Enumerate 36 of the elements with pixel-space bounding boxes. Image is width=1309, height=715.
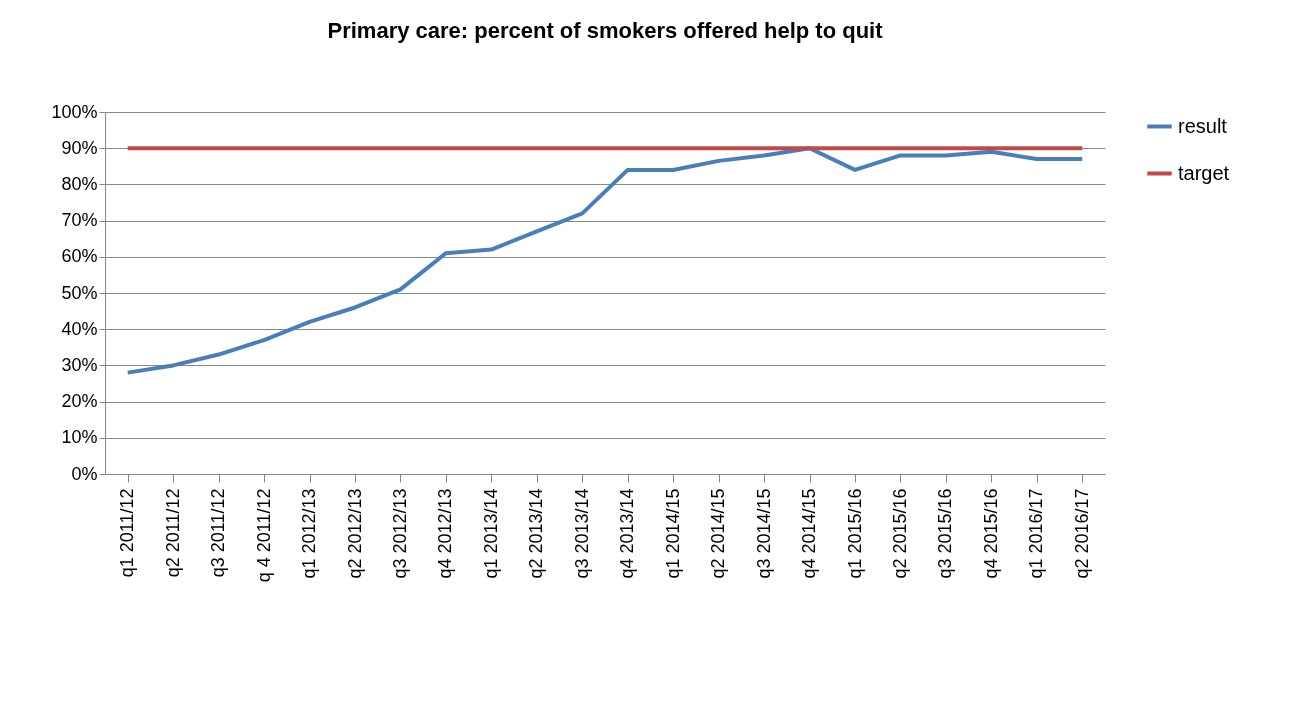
- legend-label: result: [1178, 114, 1228, 137]
- x-tick-label: q1 2016/17: [1026, 488, 1047, 579]
- legend-label: target: [1178, 161, 1230, 184]
- x-tick-label: q1 2011/12: [117, 488, 138, 578]
- x-tick-label: q3 2014/15: [753, 488, 774, 579]
- chart-title: Primary care: percent of smokers offered help to quit: [327, 18, 884, 43]
- y-tick-label: 40%: [61, 318, 98, 339]
- y-tick-label: 100%: [51, 101, 98, 122]
- y-tick-label: 0%: [71, 463, 98, 484]
- x-tick-label: q4 2015/16: [980, 488, 1001, 579]
- x-tick-label: q4 2012/13: [435, 488, 456, 579]
- y-tick-label: 50%: [61, 282, 98, 303]
- x-tick-label: q2 2012/13: [344, 488, 365, 579]
- y-tick-label: 60%: [61, 246, 98, 267]
- x-tick-label: q4 2014/15: [799, 488, 820, 579]
- x-tick-label: q3 2012/13: [389, 488, 410, 579]
- y-tick-label: 90%: [61, 137, 98, 158]
- x-tick-label: q3 2011/12: [208, 488, 229, 578]
- y-tick-label: 10%: [61, 427, 98, 448]
- x-tick-label: q4 2013/14: [617, 488, 638, 579]
- x-tick-label: q3 2013/14: [571, 488, 592, 579]
- x-tick-label: q 4 2011/12: [253, 488, 274, 583]
- x-tick-label: q2 2015/16: [889, 488, 910, 579]
- x-tick-label: q2 2013/14: [526, 488, 547, 579]
- x-tick-label: q1 2012/13: [299, 488, 320, 579]
- y-tick-label: 20%: [61, 391, 98, 412]
- y-tick-label: 80%: [61, 173, 98, 194]
- x-tick-label: q1 2013/14: [480, 488, 501, 579]
- x-tick-label: q2 2014/15: [708, 488, 729, 579]
- x-tick-label: q2 2016/17: [1071, 488, 1092, 579]
- x-tick-label: q3 2015/16: [935, 488, 956, 579]
- x-tick-label: q1 2015/16: [844, 488, 865, 579]
- y-tick-label: 70%: [61, 210, 98, 231]
- x-tick-label: q2 2011/12: [162, 488, 183, 578]
- y-tick-label: 30%: [61, 354, 98, 375]
- x-tick-label: q1 2014/15: [662, 488, 683, 579]
